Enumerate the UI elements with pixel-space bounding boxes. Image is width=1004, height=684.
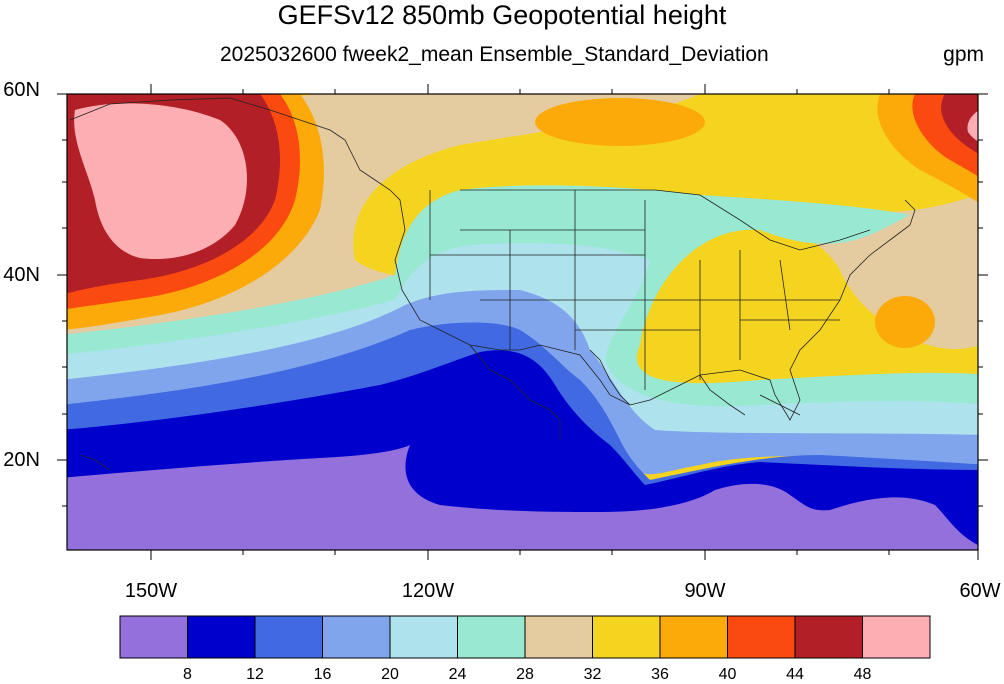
field-36-40-atlantic (875, 296, 935, 348)
lon-tick-60w: 60W (959, 580, 1001, 602)
field-below-8 (67, 445, 978, 550)
colorbar-swatch (457, 615, 526, 659)
colorbar-swatch (794, 615, 863, 659)
colorbar-label: 20 (381, 666, 399, 683)
field-44-48-ne (941, 94, 978, 154)
colorbar-swatch (389, 615, 458, 659)
cuba (759, 394, 801, 416)
great-lakes-border (654, 189, 871, 251)
hawaii (79, 454, 111, 471)
colorbar-swatch (727, 615, 796, 659)
colorbar-label: 44 (786, 666, 804, 683)
lon-tick-90w: 90W (684, 580, 726, 602)
mexico-coast (589, 349, 631, 406)
colorbar-swatch (187, 615, 256, 659)
colorbar-swatch (659, 615, 728, 659)
colorbar-label: 48 (853, 666, 872, 683)
lat-tick-60n: 60N (3, 79, 40, 101)
field-36-40-north (535, 98, 705, 146)
colorbar (119, 615, 931, 659)
map-subtitle: 2025032600 fweek2_mean Ensemble_Standard… (220, 43, 769, 66)
colorbar-swatch (322, 615, 391, 659)
units-label: gpm (943, 43, 984, 66)
colorbar-label: 12 (246, 666, 264, 683)
coastlines (69, 97, 916, 471)
colorbar-label: 40 (718, 666, 737, 683)
contour-field (67, 94, 978, 550)
colorbar-label: 28 (516, 666, 534, 683)
lat-tick-20n: 20N (3, 449, 40, 471)
map-title: GEFSv12 850mb Geopotential height (277, 0, 727, 30)
colorbar-swatch (592, 615, 661, 659)
colorbar-swatch (119, 615, 188, 659)
colorbar-label: 36 (651, 666, 669, 683)
lat-tick-40n: 40N (3, 264, 40, 286)
colorbar-label: 16 (313, 666, 332, 683)
colorbar-swatch (524, 615, 593, 659)
colorbar-label: 24 (448, 666, 467, 683)
yucatan-coast (699, 374, 746, 416)
field-above-48-ne (967, 110, 978, 142)
state-borders (429, 190, 840, 390)
colorbar-label: 8 (183, 666, 192, 683)
map-frame (66, 93, 979, 551)
baja-coast (469, 344, 561, 440)
lon-tick-150w: 150W (124, 580, 178, 602)
lon-ticks (150, 84, 979, 560)
colorbar-swatch (862, 615, 931, 659)
lon-tick-120w: 120W (401, 580, 455, 602)
north-america-coast (69, 97, 916, 421)
field-above-48-pacific (74, 103, 247, 260)
lat-ticks (57, 93, 988, 507)
colorbar-label: 32 (583, 666, 602, 683)
colorbar-swatch (254, 615, 323, 659)
